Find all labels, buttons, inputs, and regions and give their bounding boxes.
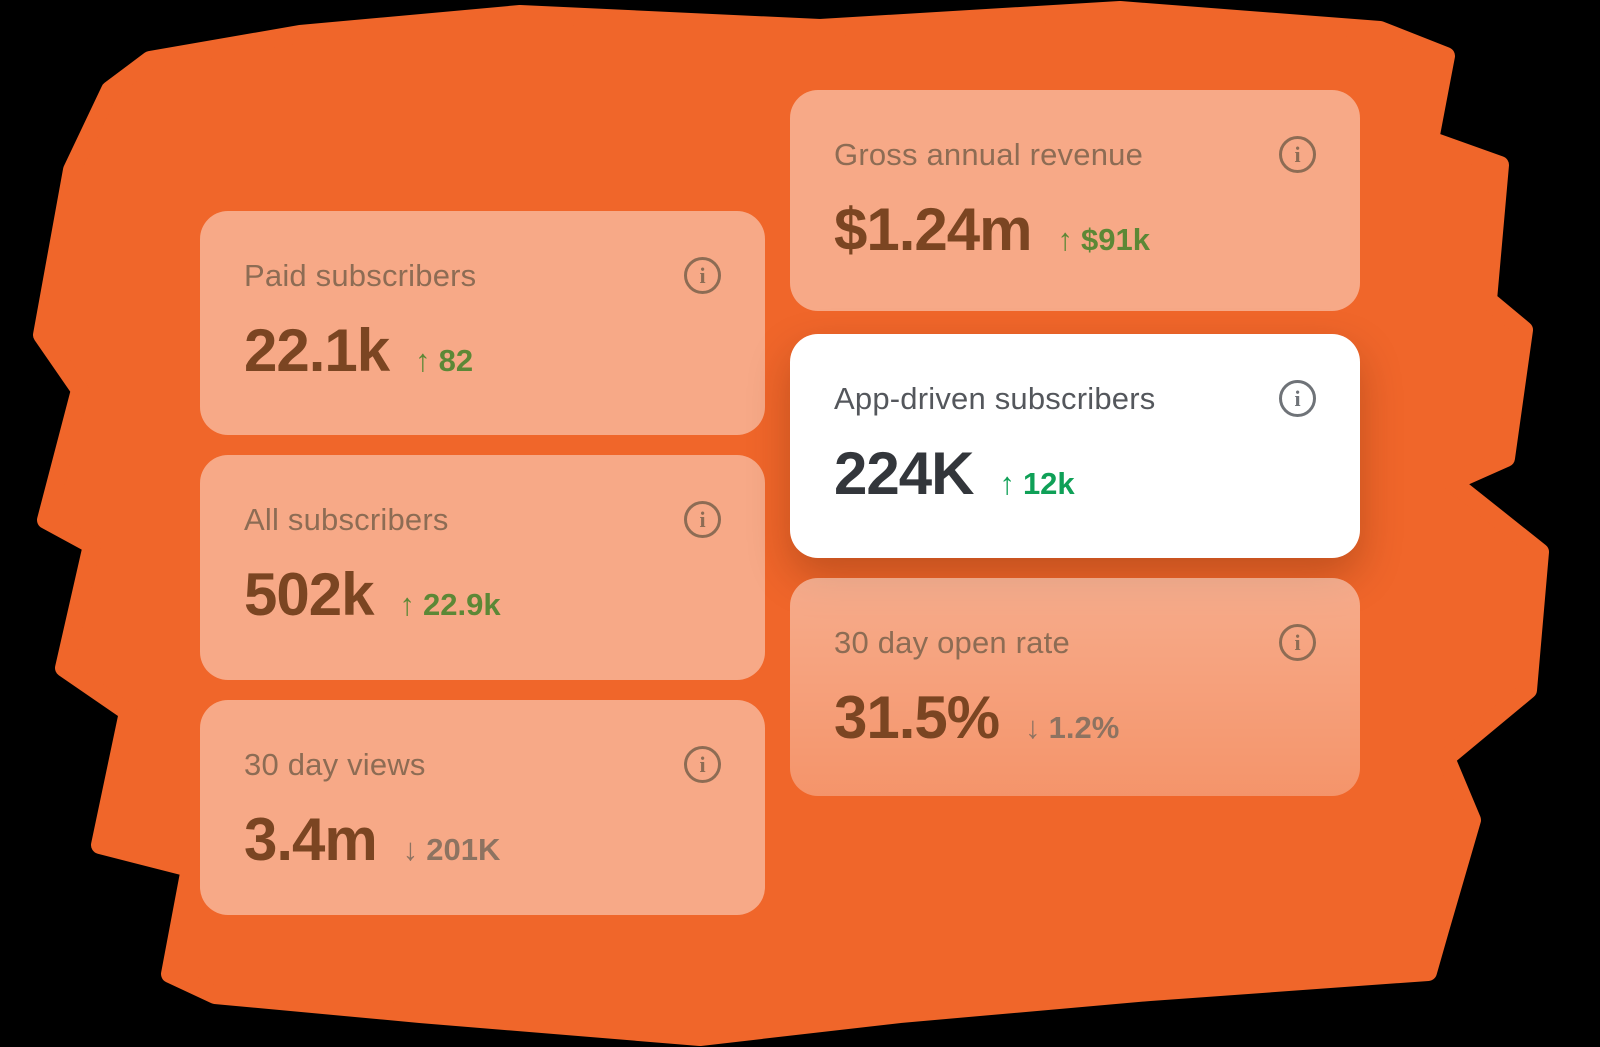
metric-card-all-subscribers[interactable]: All subscribers i 502k ↑ 22.9k xyxy=(200,455,765,680)
metric-card-paid-subscribers[interactable]: Paid subscribers i 22.1k ↑ 82 xyxy=(200,211,765,435)
delta-value: 201K xyxy=(426,832,501,867)
card-header: All subscribers i xyxy=(244,501,721,538)
down-arrow-icon: ↓ xyxy=(402,832,419,867)
metric-label: App-driven subscribers xyxy=(834,381,1156,416)
metric-delta: ↑ 22.9k xyxy=(399,587,500,623)
metric-value-row: $1.24m ↑ $91k xyxy=(834,195,1316,264)
up-arrow-icon: ↑ xyxy=(415,343,431,378)
metric-delta: ↓ 1.2% xyxy=(1025,710,1119,746)
info-icon[interactable]: i xyxy=(1279,136,1316,173)
metric-value-row: 224K ↑ 12k xyxy=(834,439,1316,508)
metric-value: 502k xyxy=(244,561,374,628)
delta-value: 12k xyxy=(1022,466,1075,501)
delta-value: 22.9k xyxy=(422,587,501,622)
up-arrow-icon: ↑ xyxy=(1057,222,1074,257)
metric-value: 31.5% xyxy=(834,684,1000,751)
delta-value: $91k xyxy=(1081,222,1150,257)
info-icon[interactable]: i xyxy=(684,257,721,294)
metric-value-row: 502k ↑ 22.9k xyxy=(244,560,721,629)
delta-value: 82 xyxy=(438,343,474,378)
down-arrow-icon: ↓ xyxy=(1025,710,1041,745)
up-arrow-icon: ↑ xyxy=(999,466,1015,501)
info-icon[interactable]: i xyxy=(1279,624,1316,661)
card-header: 30 day views i xyxy=(244,746,721,783)
metric-label: 30 day views xyxy=(244,747,426,782)
metric-label: Gross annual revenue xyxy=(834,137,1144,172)
metric-delta: ↑ 12k xyxy=(999,466,1074,502)
info-icon[interactable]: i xyxy=(684,501,721,538)
metric-value: 22.1k xyxy=(244,317,390,384)
metric-value-row: 3.4m ↓ 201K xyxy=(244,805,721,874)
metric-value: 3.4m xyxy=(244,806,378,873)
metric-card-30-day-views[interactable]: 30 day views i 3.4m ↓ 201K xyxy=(200,700,765,915)
card-header: Paid subscribers i xyxy=(244,257,721,294)
up-arrow-icon: ↑ xyxy=(399,587,415,622)
card-header: 30 day open rate i xyxy=(834,624,1316,661)
metric-card-30-day-open-rate[interactable]: 30 day open rate i 31.5% ↓ 1.2% xyxy=(790,578,1360,796)
info-icon[interactable]: i xyxy=(1279,380,1316,417)
metric-delta: ↑ $91k xyxy=(1058,222,1150,258)
metric-value: 224K xyxy=(834,440,974,507)
metric-value: $1.24m xyxy=(834,196,1032,263)
card-header: App-driven subscribers i xyxy=(834,380,1316,417)
metric-label: All subscribers xyxy=(244,502,449,537)
metric-delta: ↑ 82 xyxy=(415,343,473,379)
metric-delta: ↓ 201K xyxy=(403,832,501,868)
delta-value: 1.2% xyxy=(1048,710,1120,745)
metric-value-row: 22.1k ↑ 82 xyxy=(244,316,721,385)
metric-label: 30 day open rate xyxy=(834,625,1070,660)
metric-card-gross-annual-revenue[interactable]: Gross annual revenue i $1.24m ↑ $91k xyxy=(790,90,1360,311)
metric-label: Paid subscribers xyxy=(244,258,477,293)
metric-card-app-driven-subscribers[interactable]: App-driven subscribers i 224K ↑ 12k xyxy=(790,334,1360,558)
card-header: Gross annual revenue i xyxy=(834,136,1316,173)
metric-value-row: 31.5% ↓ 1.2% xyxy=(834,683,1316,752)
info-icon[interactable]: i xyxy=(684,746,721,783)
